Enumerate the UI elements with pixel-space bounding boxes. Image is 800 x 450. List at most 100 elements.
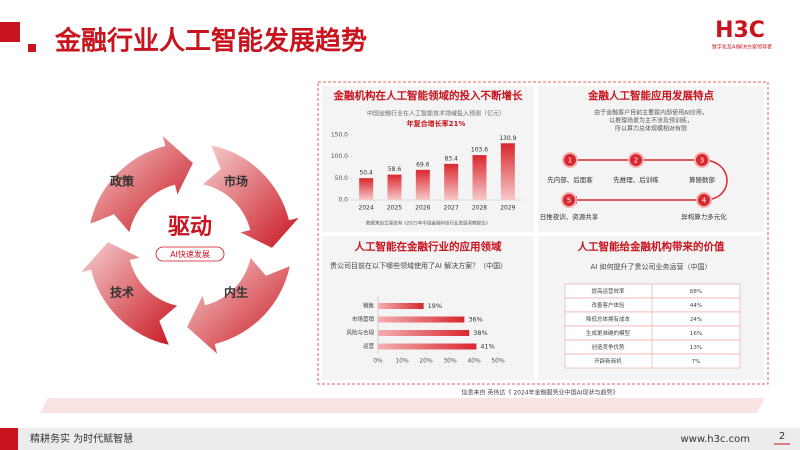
table-cell: 提高运营效率 [591,287,625,295]
chart-title: 贵公司目前在以下哪些领域使用了AI 解决方案？（中国） [330,261,507,270]
panel-title: 人工智能给金融机构带来的价值 [578,240,725,253]
table-cell: 16% [690,331,702,337]
header-block [0,22,20,42]
table-cell: 开辟新商机 [594,357,622,365]
intro-line: 由于金融客户目前主要是内部使用AI应用， [594,109,708,117]
footer-block [0,428,18,450]
url: www.h3c.com [680,434,750,445]
bar [378,303,424,309]
table-cell: 24% [690,317,702,323]
table-cell: 68% [690,289,702,295]
y-tick-label: 150.0 [331,132,348,139]
y-tick-label: 运营 [363,342,375,350]
panel [322,236,534,380]
cycle-arrow [202,145,299,248]
chart-subtitle: 年复合增长率21% [407,119,466,128]
x-tick-label: 50% [491,358,505,365]
charts: 0.0 50.0 100.0 150.0 50.4 2024 58.6 2025 69.6 202… [331,132,522,365]
cycle-badge-text: AI快速发展 [170,249,210,259]
value-label: 103.6 [471,147,488,154]
bar [415,169,430,200]
y-tick-label: 0.0 [338,197,348,204]
intro-line: 所以算力总体规模相对有限 [615,125,687,133]
page-number: 2 [779,431,785,442]
x-tick-label: 2025 [387,205,402,212]
value-label: 38% [473,329,487,337]
panel-title: 人工智能在金融行业的应用领域 [355,240,502,253]
x-tick-label: 10% [395,358,409,365]
value-label: 58.6 [388,166,402,173]
value-label: 36% [468,316,482,324]
table-cell: 创造竞争优势 [591,343,625,351]
bar [378,343,477,350]
bar [472,155,487,200]
x-tick-label: 2024 [359,205,374,212]
x-tick-label: 30% [443,358,457,365]
cycle-badge [155,246,225,262]
y-tick-label: 50.0 [335,175,349,182]
value-label: 83.4 [444,155,458,162]
page-title: 金融行业人工智能发展趋势 [54,26,367,57]
driver: 内生 [224,285,248,300]
step-circle [694,152,710,168]
bar [359,178,374,200]
logo: H3C [715,18,765,43]
y-tick-label: 风险与合规 [346,329,374,337]
y-tick-label: 100.0 [331,153,348,160]
value-table: 提高运营效率 68% 改善客户体验 44% 降低总体拥有成本 24% 生成更准确的模型 16%… [564,283,741,369]
bar [378,330,470,336]
intro-line: 以推理场景为主不涉及预训练， [609,117,693,125]
steps: 1 先内部、后面客 2 先推理、后训练 3 算随数部 4 异构算力多元化 5 日推夜训、资源共享 [540,152,727,221]
table-cell: 生成更准确的模型 [586,329,631,337]
cycle-arrow [81,242,178,345]
chart-title: 中国金融行业在人工智能技术领域投入预测（亿元） [367,110,505,118]
cycle-center-text: 驱动 [168,215,212,240]
driver: 政策 [110,174,135,189]
footer-bar [0,428,800,450]
bar [500,143,515,200]
bar [444,163,459,200]
step-label: 日推夜训、资源共享 [540,212,599,221]
y-tick-label: 市场营销 [352,315,375,323]
value-label: 130.9 [499,135,516,142]
step-number: 4 [702,197,707,205]
step-circle [562,152,578,168]
cycle-diagram [81,136,299,354]
accent-stripe [40,398,765,413]
step-number: 1 [568,157,572,165]
value-label: 50.4 [359,170,373,177]
header-dot [28,44,36,52]
table-cell: 改善客户体验 [591,301,625,309]
table-cell: 44% [690,303,702,309]
value-label: 19% [428,302,442,310]
step-circle [628,152,644,168]
step-number: 3 [700,157,704,165]
y-tick-label: 销售 [363,302,374,310]
source-note: 信息来自 英伟达《 2024年金融服务业中国AI现状与趋势》 [462,389,619,397]
x-tick-label: 2026 [415,205,430,212]
cycle-arrow [90,136,193,233]
step-circle [696,192,712,208]
x-tick-label: 2029 [500,205,515,212]
step-label: 先内部、后面客 [547,175,593,184]
panel-title: 金融机构在人工智能领域的投入不断增长 [333,89,523,102]
bar [387,174,402,200]
cycle-center [138,193,242,297]
x-tick-label: 0% [373,358,383,365]
step-circle [561,192,577,208]
slogan: 精耕务实 为时代赋智慧 [30,432,133,445]
step-label: 异构算力多元化 [681,212,727,221]
driver: 市场 [224,174,248,189]
bar [378,316,465,323]
table-cell: 13% [690,345,702,351]
panel-title: 金融人工智能应用发展特点 [587,89,714,102]
step-label: 算随数部 [689,175,716,184]
step-number: 5 [567,197,571,205]
content-frame [317,81,769,385]
driver: 技术 [110,285,134,300]
x-tick-label: 2027 [444,205,459,212]
table-row [564,353,741,369]
step-number: 2 [634,157,638,165]
x-tick-label: 2028 [472,205,487,212]
step-label: 先推理、后训练 [613,175,659,184]
